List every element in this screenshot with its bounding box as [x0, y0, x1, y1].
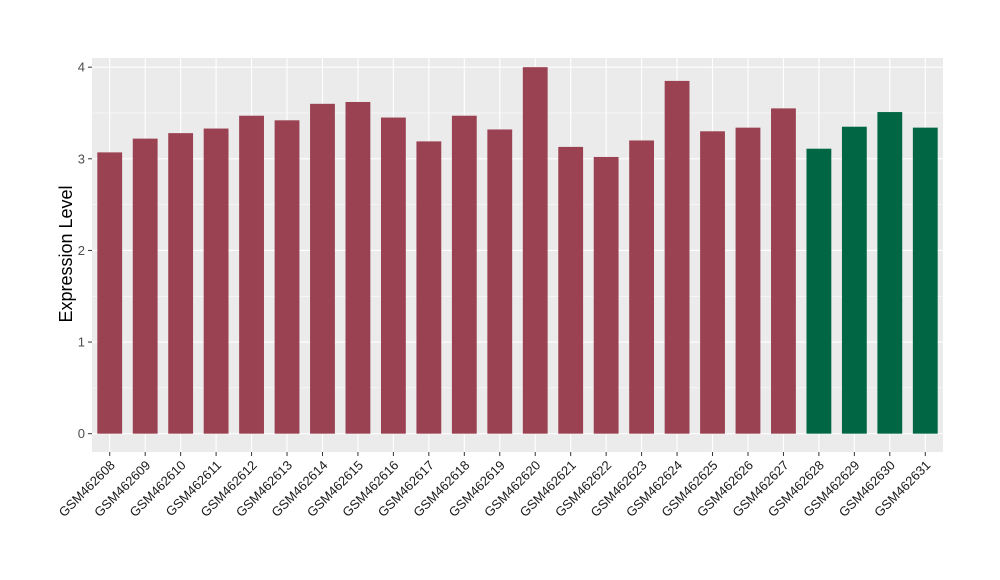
bar-GSM462615 [345, 101, 371, 434]
bar-GSM462626 [735, 127, 761, 434]
y-tick-label: 1 [78, 335, 85, 350]
bar-GSM462625 [700, 131, 725, 434]
y-tick-label: 4 [78, 60, 85, 75]
bar-GSM462612 [239, 115, 264, 434]
bar-GSM462624 [664, 80, 690, 434]
bar-GSM462628 [806, 148, 832, 434]
y-tick-label: 0 [78, 426, 85, 441]
bar-GSM462619 [487, 129, 513, 434]
y-tick-label: 3 [78, 151, 85, 166]
bar-GSM462623 [629, 140, 655, 434]
y-axis-title: Expression Level [56, 185, 76, 322]
bar-GSM462621 [558, 146, 584, 434]
bar-GSM462613 [274, 120, 300, 434]
y-axis: 0 1 2 3 4 [78, 60, 92, 441]
bar-GSM462617 [416, 141, 442, 434]
x-axis: GSM462608GSM462609GSM462610GSM462611GSM4… [56, 452, 933, 520]
bar-GSM462631 [912, 127, 938, 434]
bar-GSM462608 [97, 152, 123, 434]
bar-GSM462611 [203, 128, 229, 434]
plot-panel [92, 58, 943, 452]
bars [97, 67, 938, 434]
bar-GSM462610 [168, 133, 194, 434]
bar-GSM462630 [877, 112, 903, 434]
bar-GSM462614 [310, 103, 335, 434]
bar-GSM462620 [522, 67, 548, 434]
bar-GSM462609 [132, 138, 158, 434]
bar-GSM462622 [593, 156, 619, 434]
bar-GSM462627 [771, 108, 796, 434]
bar-GSM462629 [841, 126, 867, 434]
y-tick-label: 2 [78, 243, 85, 258]
bar-GSM462618 [451, 115, 477, 434]
bar-GSM462616 [380, 117, 406, 434]
